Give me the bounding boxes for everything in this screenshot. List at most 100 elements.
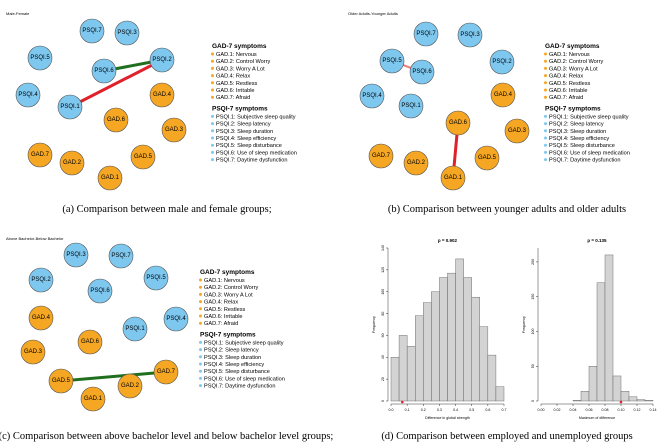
y-tick-label: 200 xyxy=(531,259,535,265)
panel-d-caption: (d) Comparison between employed and unem… xyxy=(381,431,632,442)
node-label: PSQI.4 xyxy=(18,92,38,98)
legend-psqi-item: PSQI.5: Sleep disturbance xyxy=(216,143,282,149)
node-circle xyxy=(48,368,74,394)
histogram-bar xyxy=(415,315,424,402)
node-circle xyxy=(28,267,54,293)
y-tick-label: 120 xyxy=(381,267,385,273)
x-axis-label: Difference in global strength xyxy=(425,416,470,420)
node-psqi-7: PSQI.7 xyxy=(79,18,105,44)
y-tick-label: 100 xyxy=(531,328,535,334)
node-label: GAD.6 xyxy=(81,339,100,345)
node-psqi-3: PSQI.3 xyxy=(114,20,140,46)
histogram-bar xyxy=(620,391,630,402)
histogram-bar xyxy=(431,291,440,402)
node-circle xyxy=(117,373,143,399)
panel-b-network: Older Adults-Younger Adults PSQI.7 PSQI.3… xyxy=(348,11,630,215)
node-circle xyxy=(20,339,46,365)
x-tick-label: 0.06 xyxy=(586,408,593,412)
node-label: PSQI.4 xyxy=(166,316,186,322)
node-psqi-5: PSQI.5 xyxy=(143,265,169,291)
node-circle xyxy=(28,305,54,331)
legend-psqi-dot xyxy=(199,376,202,380)
node-circle xyxy=(57,94,83,120)
y-tick-label: 40 xyxy=(381,355,385,359)
legend-psqi-title: PSQI-7 symptoms xyxy=(200,331,256,338)
legend-psqi-dot xyxy=(544,122,547,126)
histogram-bar xyxy=(636,399,646,402)
node-gad-6: GAD.6 xyxy=(445,110,471,136)
node-label: GAD.4 xyxy=(32,315,51,321)
x-tick-label: 0.5 xyxy=(469,408,474,412)
node-label: GAD.3 xyxy=(508,128,527,134)
node-circle xyxy=(103,107,129,133)
node-psqi-1: PSQI.1 xyxy=(57,94,83,120)
node-psqi-4: PSQI.4 xyxy=(359,83,385,109)
edge-psqi-1-psqi-2 xyxy=(68,58,164,109)
x-tick-label: 0.04 xyxy=(570,408,577,412)
y-tick-label: 50 xyxy=(531,364,535,368)
node-label: PSQI.3 xyxy=(117,30,137,36)
legend-gad-item: GAD.2: Control Worry xyxy=(549,59,603,65)
legend-psqi-item: PSQI.2: Sleep latency xyxy=(204,348,259,354)
legend-gad-item: GAD.3: Worry A Lot xyxy=(216,66,265,72)
x-axis-label: Maximum of difference xyxy=(579,416,615,420)
legend-psqi-item: PSQI.1: Subjective sleep quality xyxy=(549,114,629,120)
node-circle xyxy=(490,82,516,108)
legend-gad-item: GAD.5: Restless xyxy=(216,81,258,87)
node-label: PSQI.2 xyxy=(492,59,512,65)
histogram-bar xyxy=(495,386,505,402)
x-tick-label: 0.1 xyxy=(405,408,410,412)
node-psqi-1: PSQI.1 xyxy=(122,316,148,342)
node-gad-1: GAD.1 xyxy=(440,165,466,191)
node-circle xyxy=(403,150,429,176)
histogram-bar xyxy=(423,302,432,402)
node-psqi-2: PSQI.2 xyxy=(149,47,175,73)
legend-gad-dot xyxy=(544,66,547,70)
legend-psqi-item: PSQI.1: Subjective sleep quality xyxy=(216,114,296,120)
legend-psqi-dot xyxy=(544,114,547,118)
legend-psqi-item: PSQI.3: Sleep duration xyxy=(204,355,261,361)
legend-gad-item: GAD.4: Relax xyxy=(549,74,583,80)
node-label: PSQI.5 xyxy=(30,55,50,61)
legend-psqi-item: PSQI.5: Sleep disturbance xyxy=(204,369,270,375)
histogram-title: p = 0.902 xyxy=(438,238,458,243)
node-psqi-6: PSQI.6 xyxy=(91,58,117,84)
legend-psqi-dot xyxy=(211,143,214,147)
legend-gad-item: GAD.5: Restless xyxy=(549,81,591,87)
legend-gad-item: GAD.7: Afraid xyxy=(549,95,583,101)
node-label: PSQI.7 xyxy=(82,28,102,34)
node-label: PSQI.3 xyxy=(460,32,480,38)
node-label: GAD.1 xyxy=(84,396,103,402)
legend-psqi-item: PSQI.7: Daytime dysfunction xyxy=(204,384,276,390)
node-gad-1: GAD.1 xyxy=(97,165,123,191)
node-label: PSQI.4 xyxy=(362,93,382,99)
histogram-bar xyxy=(398,335,408,402)
node-label: GAD.3 xyxy=(24,349,43,355)
y-tick-label: 80 xyxy=(381,312,385,316)
node-label: GAD.2 xyxy=(63,160,82,166)
legend-psqi-dot xyxy=(211,129,214,133)
x-tick-label: 0.08 xyxy=(602,408,609,412)
node-gad-6: GAD.6 xyxy=(77,329,103,355)
legend-psqi-item: PSQI.5: Sleep disturbance xyxy=(549,143,615,149)
legend-gad-dot xyxy=(544,74,547,78)
node-gad-5: GAD.5 xyxy=(48,368,74,394)
legend-psqi-dot xyxy=(199,369,202,373)
node-circle xyxy=(504,118,530,144)
legend-gad-dot xyxy=(199,285,202,289)
legend-psqi-dot xyxy=(199,384,202,388)
legend-psqi-dot xyxy=(211,158,214,162)
legend-gad-dot xyxy=(211,95,214,99)
legend-psqi-dot xyxy=(544,129,547,133)
legend-gad-title: GAD-7 symptoms xyxy=(545,43,600,50)
panel-a-caption: (a) Comparison between male and female g… xyxy=(62,204,271,215)
node-psqi-3: PSQI.3 xyxy=(63,242,89,268)
observed-statistic-marker xyxy=(401,400,404,404)
histogram-bar xyxy=(406,346,416,402)
legend-psqi-dot xyxy=(544,143,547,147)
legend-psqi-dot xyxy=(544,150,547,154)
node-gad-5: GAD.5 xyxy=(130,144,156,170)
node-circle xyxy=(27,142,53,168)
node-gad-4: GAD.4 xyxy=(28,305,54,331)
